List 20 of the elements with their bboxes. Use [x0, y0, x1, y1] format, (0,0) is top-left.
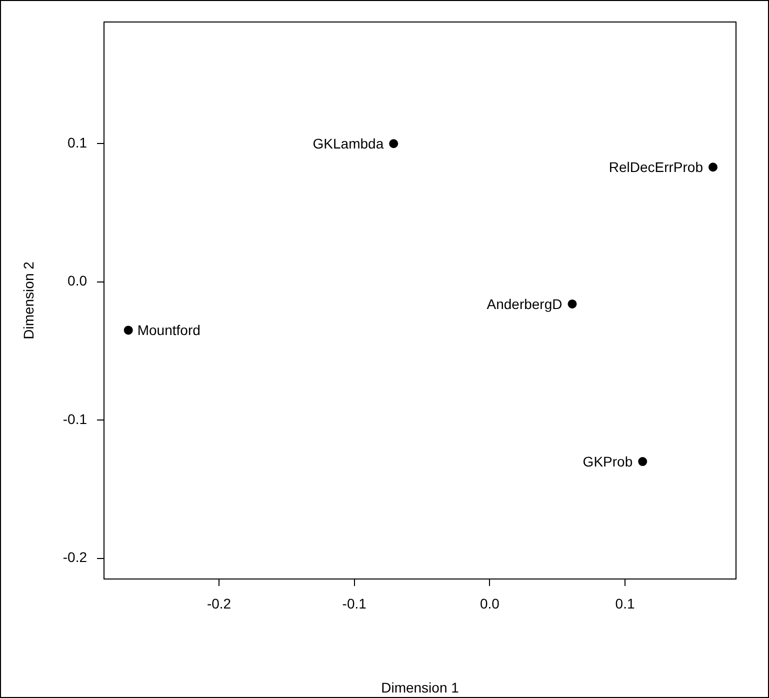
x-axis-title: Dimension 1	[381, 679, 460, 696]
y-tick-label: 0.1	[68, 134, 88, 150]
y-tick-label: -0.1	[62, 410, 88, 427]
point	[389, 139, 398, 148]
y-tick-label: -0.2	[62, 549, 88, 566]
annotation: Mountford	[137, 322, 200, 338]
point	[708, 162, 718, 172]
x-tick-label: -0.1	[342, 595, 367, 612]
annotation: RelDecErrProb	[608, 158, 704, 175]
annotation: AnderbergD	[486, 296, 562, 312]
x-tick-label: 0.1	[615, 595, 635, 612]
point	[638, 457, 648, 466]
y-axis-title: Dimension 2	[20, 261, 36, 340]
y-tick-label: 0.0	[68, 272, 88, 289]
annotation: GKProb	[582, 453, 633, 470]
x-tick-label: -0.2	[206, 595, 232, 612]
point	[124, 326, 133, 335]
x-tick-label: 0.0	[480, 595, 500, 612]
annotation: GKLambda	[312, 135, 384, 152]
point	[568, 299, 577, 308]
